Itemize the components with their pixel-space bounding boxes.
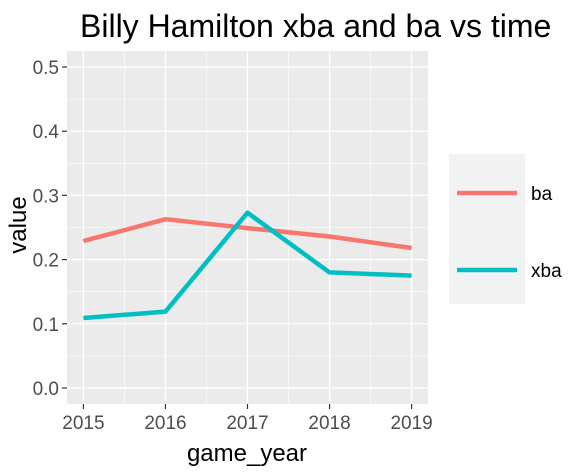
y-tick-label: 0.2	[33, 251, 59, 272]
y-tick-label: 0.5	[33, 58, 59, 79]
x-tick-label: 2016	[144, 413, 186, 434]
y-tick-label: 0.3	[33, 186, 59, 207]
y-tick-label: 0.1	[33, 315, 59, 336]
chart-title: Billy Hamilton xba and ba vs time	[80, 8, 551, 44]
x-axis: 2015 2016 2017 2018 2019	[62, 404, 433, 434]
legend: ba xba	[457, 184, 562, 282]
x-tick-label: 2018	[308, 413, 350, 434]
series-layer	[82, 210, 412, 321]
x-tick-label: 2017	[226, 413, 268, 434]
y-axis-title: value	[5, 196, 32, 253]
y-tick-label: 0.0	[33, 379, 59, 400]
legend-label-ba: ba	[531, 184, 553, 205]
y-axis: 0.0 0.1 0.2 0.3 0.4 0.5	[33, 58, 67, 400]
legend-label-xba: xba	[531, 261, 562, 282]
x-axis-title: game_year	[187, 440, 307, 467]
y-tick-label: 0.4	[33, 122, 60, 143]
x-tick-label: 2015	[62, 413, 104, 434]
legend-box	[449, 154, 525, 304]
x-tick-label: 2019	[390, 413, 432, 434]
grid-major	[67, 51, 428, 404]
